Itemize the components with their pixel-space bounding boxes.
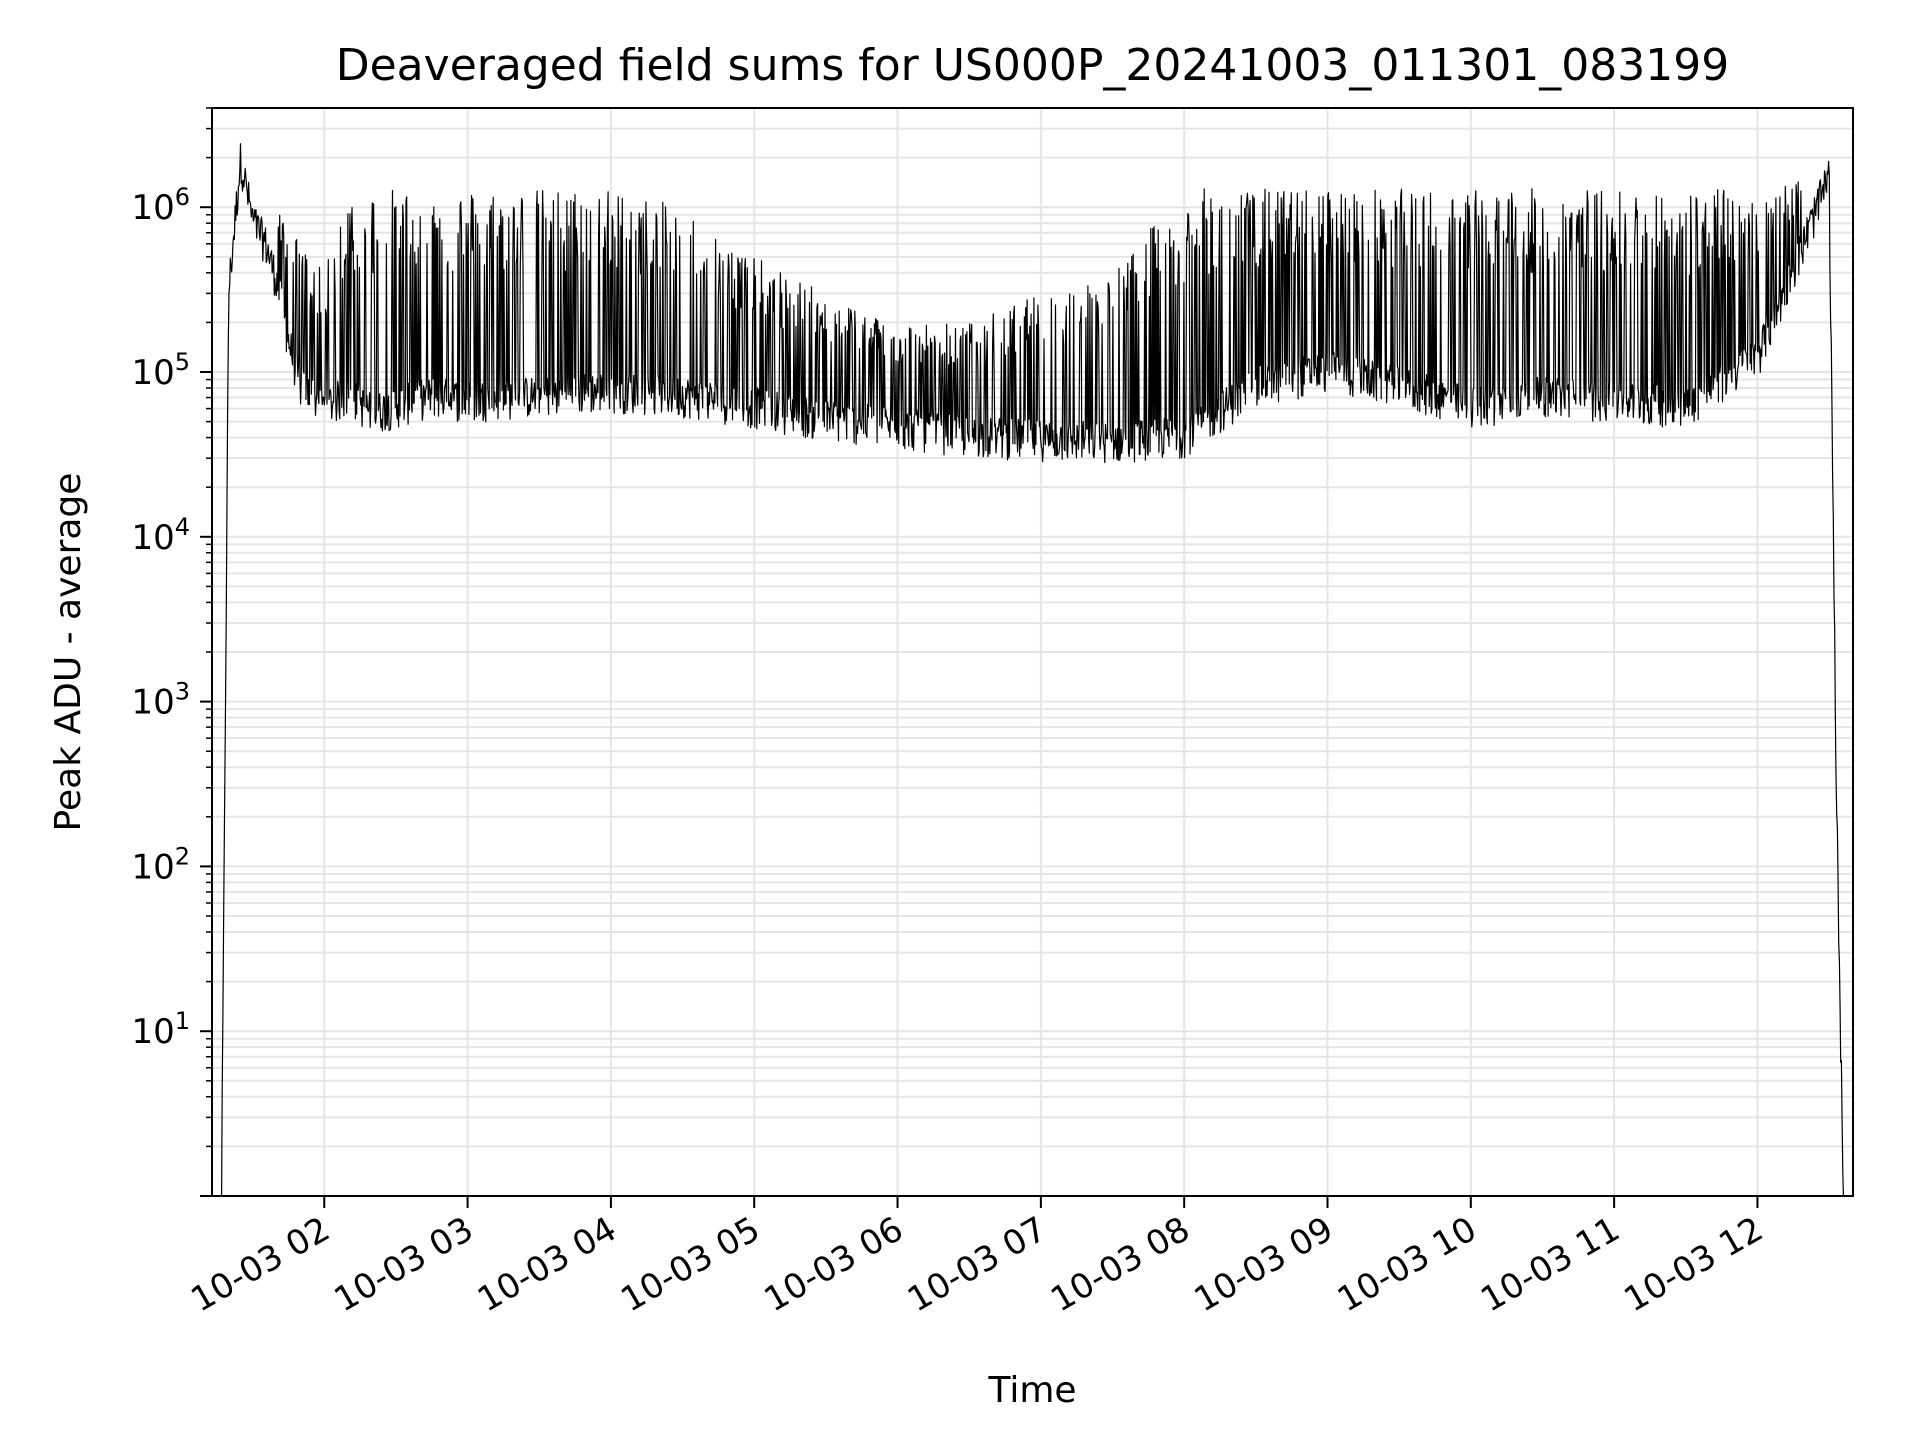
- y-tick-label: 106: [131, 183, 190, 228]
- x-axis-label: Time: [987, 1370, 1076, 1411]
- y-tick-label: 104: [131, 513, 190, 558]
- y-tick-label: 103: [131, 678, 190, 723]
- chart-title: Deaveraged field sums for US000P_2024100…: [336, 40, 1730, 91]
- series-line: [221, 143, 1844, 1197]
- y-tick-label: 102: [131, 842, 190, 887]
- y-tick-label: 101: [131, 1007, 190, 1052]
- y-axis-label: Peak ADU - average: [48, 473, 89, 832]
- series-layer: [221, 143, 1844, 1197]
- y-tick-label: 105: [131, 348, 190, 393]
